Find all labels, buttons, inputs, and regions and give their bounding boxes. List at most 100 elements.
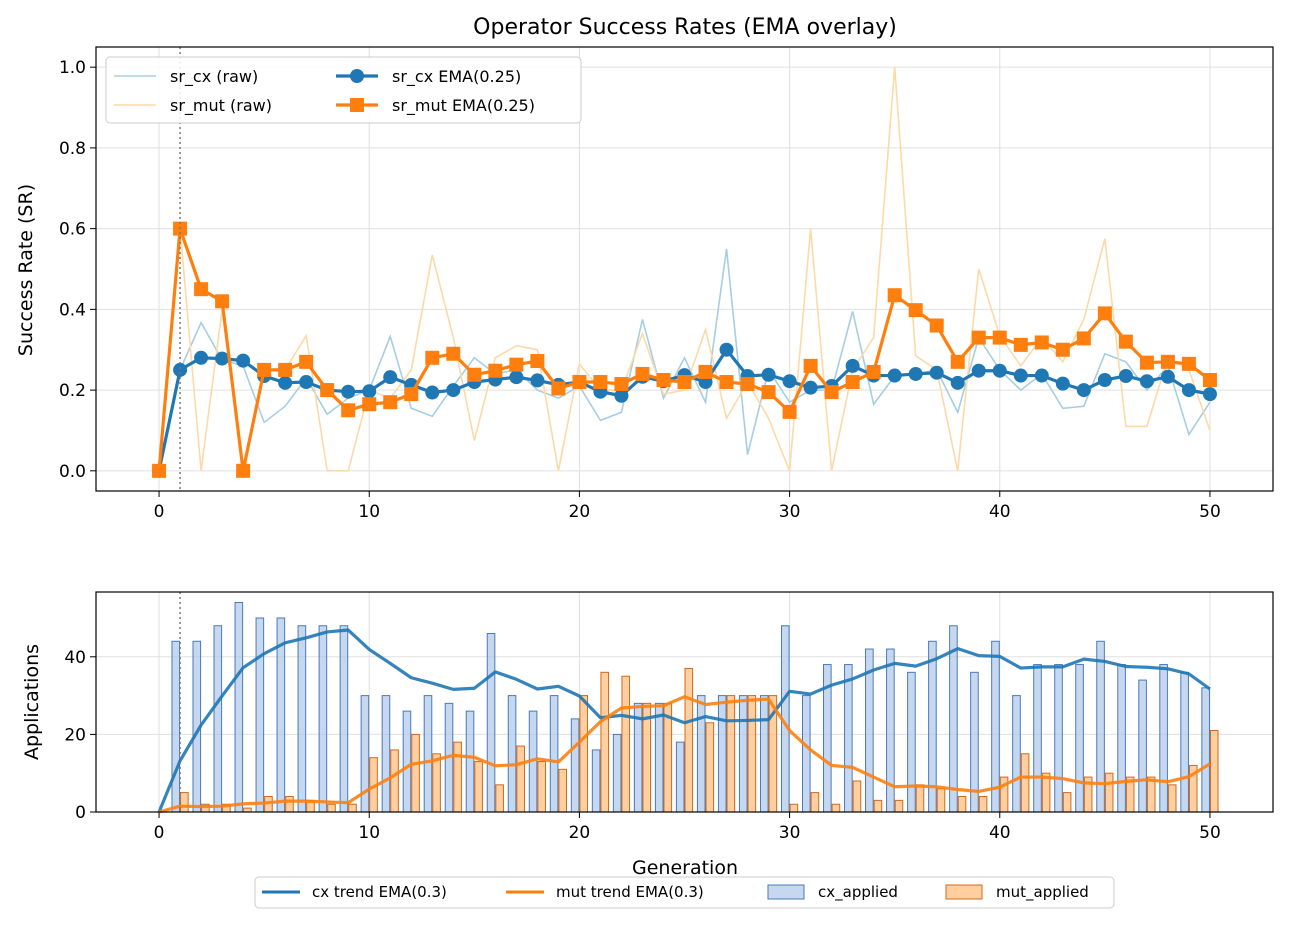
data-point-sr-mut-ema-0-25- bbox=[215, 294, 230, 309]
data-point-sr-mut-ema-0-25- bbox=[1181, 356, 1196, 371]
data-point-sr-mut-ema-0-25- bbox=[761, 385, 776, 400]
data-point-sr-cx-ema-0-25- bbox=[887, 368, 902, 383]
bar-mut-applied bbox=[558, 768, 567, 813]
bar-mut-applied bbox=[285, 795, 294, 813]
bar-cx-applied bbox=[1012, 695, 1021, 813]
bar-cx-applied bbox=[381, 695, 391, 813]
data-point-sr-mut-ema-0-25- bbox=[803, 358, 818, 373]
top-y-tick-label: 0.4 bbox=[59, 300, 86, 320]
bar-mut-applied bbox=[474, 761, 483, 813]
data-point-sr-cx-ema-0-25- bbox=[1160, 369, 1175, 384]
data-point-sr-mut-ema-0-25- bbox=[257, 362, 272, 377]
bar-cx-applied bbox=[570, 718, 580, 813]
bottom-legend: cx trend EMA(0.3) mut trend EMA(0.3) cx_ap… bbox=[254, 876, 1115, 909]
data-point-sr-mut-ema-0-25- bbox=[1055, 342, 1070, 357]
bar-mut-applied bbox=[684, 667, 694, 813]
legend-swatch bbox=[945, 884, 983, 900]
bar-cx-applied bbox=[1117, 664, 1126, 813]
data-point-sr-mut-ema-0-25- bbox=[866, 364, 881, 379]
legend-frame bbox=[105, 56, 582, 124]
bar-cx-applied bbox=[802, 695, 811, 813]
bottom-y-tick-label: 20 bbox=[64, 725, 86, 745]
data-point-sr-mut-ema-0-25- bbox=[782, 404, 797, 419]
bar-cx-applied bbox=[549, 695, 559, 813]
data-point-sr-mut-ema-0-25- bbox=[530, 354, 545, 369]
top-x-tick-label: 50 bbox=[1199, 502, 1221, 522]
data-point-sr-mut-ema-0-25- bbox=[467, 367, 482, 382]
bar-cx-applied bbox=[213, 625, 223, 813]
data-point-sr-cx-ema-0-25- bbox=[782, 374, 797, 389]
bar-mut-applied bbox=[810, 792, 820, 813]
top-axes-frame bbox=[95, 46, 1274, 492]
bar-cx-applied bbox=[844, 664, 853, 813]
bar-mut-applied bbox=[726, 695, 736, 813]
data-point-sr-cx-ema-0-25- bbox=[278, 375, 293, 390]
top-y-tick-label: 0.2 bbox=[59, 381, 86, 401]
legend-frame bbox=[254, 876, 1115, 909]
bar-cx-applied bbox=[738, 695, 748, 813]
data-point-sr-mut-ema-0-25- bbox=[698, 364, 713, 379]
bar-mut-applied bbox=[789, 803, 799, 813]
top-x-tick-label: 10 bbox=[358, 502, 380, 522]
data-point-sr-mut-ema-0-25- bbox=[929, 318, 944, 333]
series-line-mut-trend-ema-0-3- bbox=[158, 695, 1211, 814]
bar-cx-applied bbox=[1201, 687, 1210, 813]
bar-mut-applied bbox=[852, 780, 862, 813]
bar-cx-applied bbox=[1075, 664, 1084, 813]
bar-cx-applied bbox=[612, 733, 622, 813]
data-point-sr-mut-ema-0-25- bbox=[425, 350, 440, 365]
data-point-sr-cx-ema-0-25- bbox=[215, 351, 230, 366]
bar-mut-applied bbox=[936, 788, 946, 813]
bar-cx-applied bbox=[1033, 664, 1042, 813]
bar-cx-applied bbox=[171, 640, 181, 813]
data-point-sr-mut-ema-0-25- bbox=[887, 288, 902, 303]
data-point-sr-cx-ema-0-25- bbox=[425, 385, 440, 400]
data-point-sr-mut-ema-0-25- bbox=[992, 330, 1007, 345]
legend-marker bbox=[350, 98, 364, 112]
legend-label: sr_cx (raw) bbox=[170, 67, 258, 87]
legend-swatch bbox=[767, 884, 805, 900]
bottom-y-axis-label: Applications bbox=[21, 644, 43, 760]
data-point-sr-cx-ema-0-25- bbox=[236, 353, 251, 368]
bottom-y-tick-label: 0 bbox=[75, 803, 86, 823]
data-point-sr-cx-ema-0-25- bbox=[761, 367, 776, 382]
data-point-sr-mut-ema-0-25- bbox=[320, 383, 335, 398]
series-line-sr-cx-ema-0-25- bbox=[157, 348, 1211, 472]
data-point-sr-mut-ema-0-25- bbox=[341, 403, 356, 418]
data-point-sr-cx-ema-0-25- bbox=[173, 362, 188, 377]
bar-cx-applied bbox=[255, 617, 265, 813]
data-point-sr-cx-ema-0-25- bbox=[614, 388, 629, 403]
data-point-sr-mut-ema-0-25- bbox=[740, 377, 755, 392]
bar-cx-applied bbox=[1159, 664, 1168, 813]
bar-mut-applied bbox=[894, 799, 904, 813]
bottom-x-tick-label: 40 bbox=[989, 823, 1011, 843]
bar-cx-applied bbox=[717, 695, 727, 813]
data-point-sr-cx-ema-0-25- bbox=[1097, 373, 1112, 387]
data-point-sr-cx-ema-0-25- bbox=[446, 383, 461, 398]
bar-mut-applied bbox=[978, 795, 988, 813]
bottom-x-tick-label: 20 bbox=[569, 823, 591, 843]
data-point-sr-mut-ema-0-25- bbox=[299, 354, 314, 369]
data-point-sr-mut-ema-0-25- bbox=[1034, 335, 1049, 350]
data-point-sr-cx-ema-0-25- bbox=[950, 375, 965, 390]
data-point-sr-mut-ema-0-25- bbox=[635, 366, 650, 381]
data-point-sr-mut-ema-0-25- bbox=[194, 282, 209, 297]
bar-cx-applied bbox=[654, 702, 664, 813]
bar-mut-applied bbox=[1020, 753, 1030, 813]
data-point-sr-mut-ema-0-25- bbox=[446, 346, 461, 361]
data-point-sr-mut-ema-0-25- bbox=[1160, 354, 1175, 369]
data-point-sr-mut-ema-0-25- bbox=[362, 397, 377, 412]
data-point-sr-cx-ema-0-25- bbox=[1181, 383, 1196, 398]
bar-cx-applied bbox=[591, 749, 601, 813]
bar-mut-applied bbox=[1104, 772, 1114, 813]
bar-cx-applied bbox=[1180, 671, 1189, 813]
data-point-sr-cx-ema-0-25- bbox=[1013, 368, 1028, 383]
bar-mut-applied bbox=[873, 799, 883, 813]
bar-mut-applied bbox=[537, 761, 546, 813]
bar-mut-applied bbox=[327, 803, 336, 813]
top-legend: sr_cx (raw) sr_mut (raw) sr_cx EMA(0.25) sr… bbox=[105, 56, 582, 124]
legend-marker bbox=[350, 69, 364, 83]
series-line-sr-cx-raw- bbox=[158, 248, 1211, 471]
data-point-sr-cx-ema-0-25- bbox=[383, 370, 398, 385]
data-point-sr-cx-ema-0-25- bbox=[530, 373, 545, 388]
